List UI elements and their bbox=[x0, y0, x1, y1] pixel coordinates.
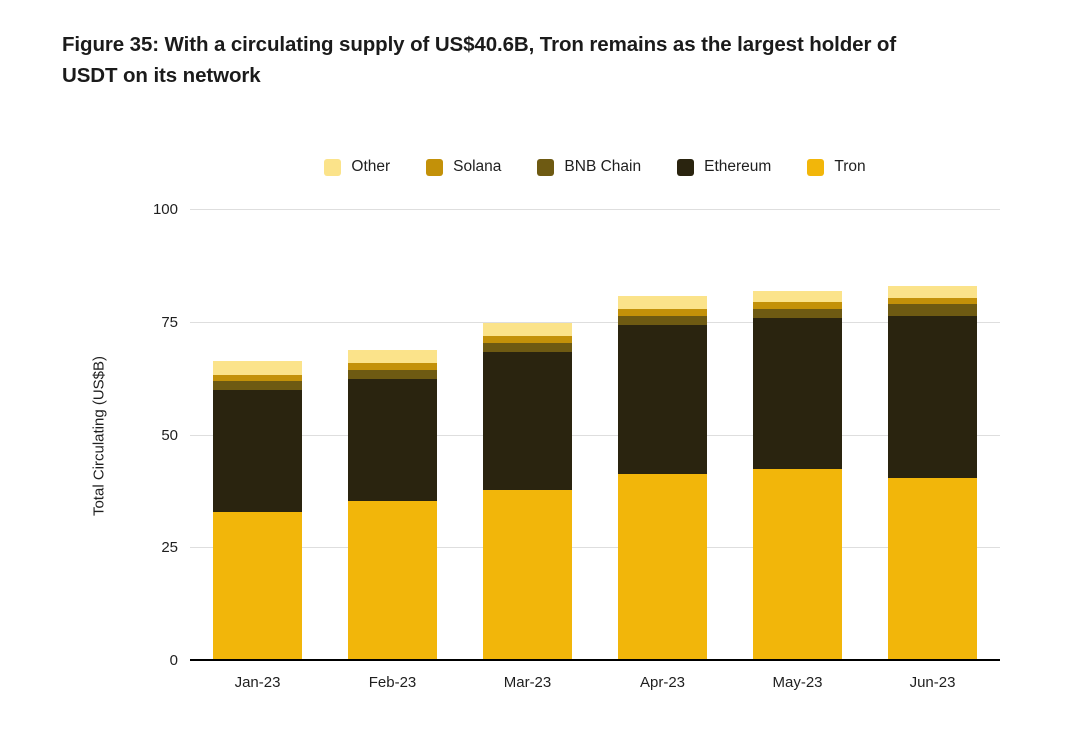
gridline-25 bbox=[190, 547, 1000, 549]
bar-group-may-23 bbox=[730, 210, 865, 661]
bar-segment-bnb-chain-jan-23 bbox=[212, 381, 303, 391]
bar-segment-other-jan-23 bbox=[212, 361, 303, 375]
figure-title-line-2: USDT on its network bbox=[62, 63, 261, 87]
legend-item-solana: Solana bbox=[426, 158, 501, 176]
bar-segment-other-feb-23 bbox=[347, 349, 438, 364]
bars-layer bbox=[190, 210, 1000, 661]
x-axis-line bbox=[190, 659, 1000, 661]
legend-label-bnb-chain: BNB Chain bbox=[564, 158, 642, 175]
figure-title: Figure 35: With a circulating supply of … bbox=[62, 30, 1042, 92]
bar-group-feb-23 bbox=[325, 210, 460, 661]
bar-segment-ethereum-jan-23 bbox=[212, 390, 303, 513]
bar-segment-solana-feb-23 bbox=[347, 363, 438, 371]
bar-group-jan-23 bbox=[190, 210, 325, 661]
y-tick-label-25: 25 bbox=[161, 539, 178, 557]
bar-segment-bnb-chain-mar-23 bbox=[482, 343, 573, 353]
bar-segment-solana-mar-23 bbox=[482, 336, 573, 344]
x-tick-label-jan-23: Jan-23 bbox=[234, 674, 281, 691]
y-tick-label-0: 0 bbox=[169, 652, 178, 669]
bar-group-mar-23 bbox=[460, 210, 595, 661]
bar-segment-tron-jun-23 bbox=[887, 477, 978, 661]
bar-segment-tron-jan-23 bbox=[212, 512, 303, 661]
legend-label-ethereum: Ethereum bbox=[704, 158, 772, 175]
bar-segment-other-jun-23 bbox=[887, 286, 978, 298]
bar-segment-tron-feb-23 bbox=[347, 500, 438, 661]
bar-jun-23 bbox=[887, 210, 978, 661]
legend-swatch-ethereum bbox=[677, 158, 695, 176]
legend-item-other: Other bbox=[324, 158, 390, 176]
bar-segment-tron-mar-23 bbox=[482, 489, 573, 661]
legend-label-solana: Solana bbox=[453, 158, 502, 175]
bar-group-jun-23 bbox=[865, 210, 1000, 661]
x-tick-label-may-23: May-23 bbox=[772, 674, 823, 691]
bar-feb-23 bbox=[347, 210, 438, 661]
bar-segment-solana-jun-23 bbox=[887, 297, 978, 305]
x-tick-label-mar-23: Mar-23 bbox=[503, 674, 552, 691]
gridline-50 bbox=[190, 434, 1000, 436]
bar-jan-23 bbox=[212, 210, 303, 661]
y-tick-label-75: 75 bbox=[161, 313, 178, 331]
bar-segment-solana-apr-23 bbox=[617, 309, 708, 316]
bar-segment-solana-may-23 bbox=[752, 302, 843, 310]
bar-segment-ethereum-mar-23 bbox=[482, 352, 573, 490]
bar-segment-solana-jan-23 bbox=[212, 374, 303, 382]
bar-segment-tron-apr-23 bbox=[617, 473, 708, 661]
figure-title-line-1: Figure 35: With a circulating supply of … bbox=[62, 33, 897, 56]
x-tick-label-jun-23: Jun-23 bbox=[909, 674, 956, 691]
bar-segment-bnb-chain-may-23 bbox=[752, 309, 843, 319]
bar-group-apr-23 bbox=[595, 210, 730, 661]
bar-may-23 bbox=[752, 210, 843, 661]
legend-swatch-tron bbox=[807, 158, 825, 176]
legend-item-tron: Tron bbox=[807, 158, 866, 176]
bar-segment-bnb-chain-feb-23 bbox=[347, 370, 438, 380]
bar-segment-ethereum-jun-23 bbox=[887, 315, 978, 478]
legend-label-other: Other bbox=[351, 158, 391, 175]
bar-segment-other-may-23 bbox=[752, 291, 843, 303]
y-tick-label-100: 100 bbox=[152, 201, 178, 218]
bar-mar-23 bbox=[482, 210, 573, 661]
bar-segment-ethereum-feb-23 bbox=[347, 379, 438, 501]
y-axis-title: Total Circulating (US$B) bbox=[90, 355, 108, 517]
gridline-100 bbox=[190, 209, 1000, 210]
bar-apr-23 bbox=[617, 210, 708, 661]
y-tick-labels: 0 25 50 75 100 bbox=[120, 201, 178, 669]
legend: Other Solana BNB Chain Ethereum Tron bbox=[190, 158, 1000, 176]
x-tick-label-feb-23: Feb-23 bbox=[368, 674, 417, 691]
bar-segment-tron-may-23 bbox=[752, 469, 843, 661]
legend-item-bnb-chain: BNB Chain bbox=[537, 158, 641, 176]
y-tick-label-50: 50 bbox=[161, 426, 178, 444]
bar-segment-bnb-chain-apr-23 bbox=[617, 316, 708, 326]
bar-segment-ethereum-may-23 bbox=[752, 318, 843, 470]
legend-label-tron: Tron bbox=[834, 158, 866, 175]
gridline-75 bbox=[190, 321, 1000, 323]
legend-swatch-bnb-chain bbox=[537, 158, 555, 176]
legend-swatch-solana bbox=[426, 158, 444, 176]
bar-segment-ethereum-apr-23 bbox=[617, 325, 708, 474]
plot-area bbox=[190, 209, 1000, 661]
bar-segment-bnb-chain-jun-23 bbox=[887, 304, 978, 316]
bar-segment-other-apr-23 bbox=[617, 295, 708, 310]
bar-segment-other-mar-23 bbox=[482, 322, 573, 337]
legend-swatch-other bbox=[324, 158, 342, 176]
x-tick-label-apr-23: Apr-23 bbox=[639, 674, 686, 691]
x-axis-labels: Jan-23 Feb-23 Mar-23 Apr-23 May-23 Jun-23 bbox=[190, 674, 1000, 691]
legend-item-ethereum: Ethereum bbox=[677, 158, 771, 176]
